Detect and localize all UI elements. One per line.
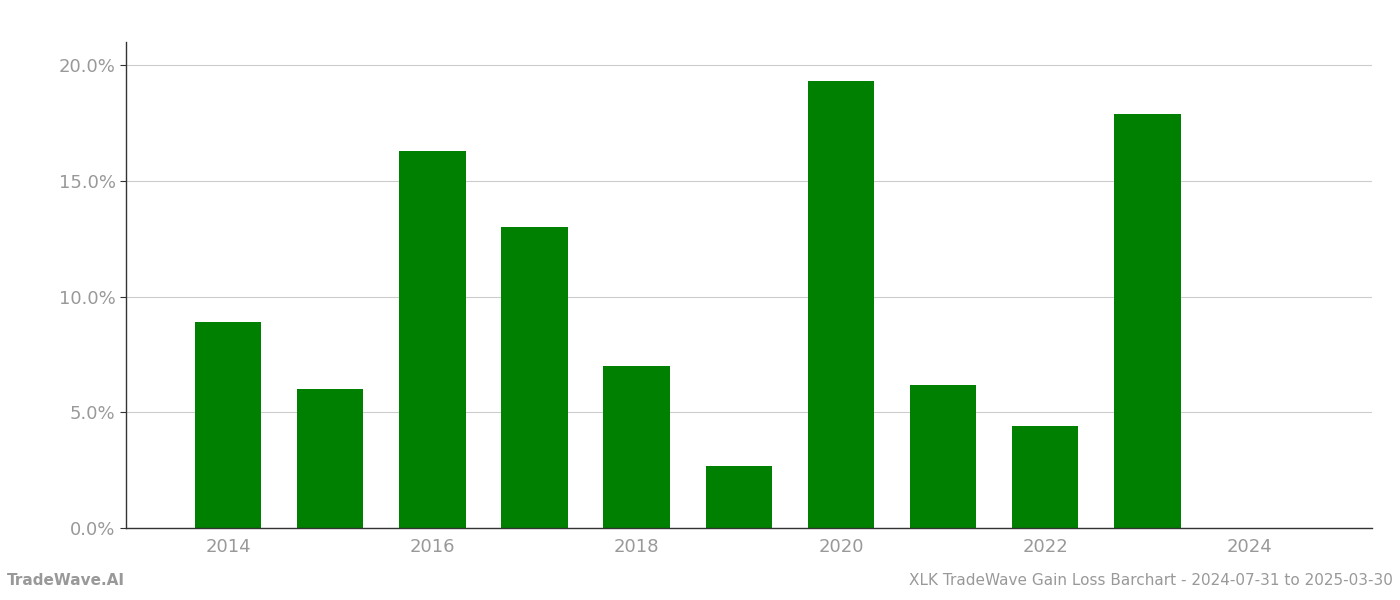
Bar [706,466,771,528]
Bar [808,82,874,528]
Bar [297,389,364,528]
Bar [1012,426,1078,528]
Bar [501,227,568,528]
Text: XLK TradeWave Gain Loss Barchart - 2024-07-31 to 2025-03-30: XLK TradeWave Gain Loss Barchart - 2024-… [909,573,1393,588]
Bar [399,151,466,528]
Text: TradeWave.AI: TradeWave.AI [7,573,125,588]
Bar [195,322,262,528]
Bar [603,366,669,528]
Bar [910,385,976,528]
Bar [1114,114,1180,528]
